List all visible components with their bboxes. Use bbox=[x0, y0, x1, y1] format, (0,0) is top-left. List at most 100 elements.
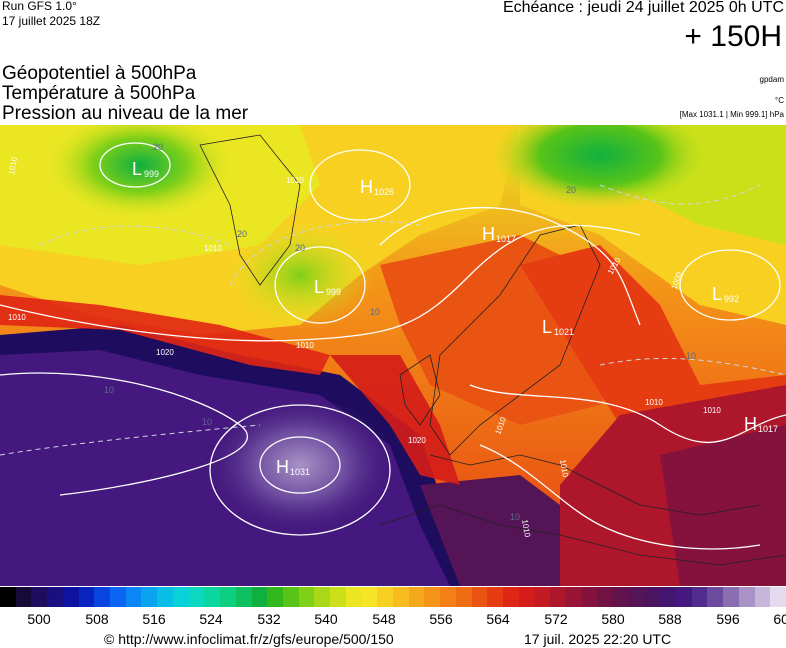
color-swatch bbox=[267, 587, 283, 607]
isotherm-label: 20 bbox=[153, 142, 163, 152]
pressure-center-letter: L bbox=[712, 284, 722, 304]
color-swatch bbox=[314, 587, 330, 607]
color-swatch bbox=[236, 587, 252, 607]
color-scale-tick: 540 bbox=[314, 611, 338, 627]
param-temperature: Température à 500hPa bbox=[2, 83, 196, 104]
generation-timestamp: 17 juil. 2025 22:20 UTC bbox=[524, 631, 672, 647]
color-scale-tick: 500 bbox=[27, 611, 51, 627]
color-swatch bbox=[47, 587, 63, 607]
color-swatch bbox=[707, 587, 723, 607]
color-swatch bbox=[755, 587, 770, 607]
pressure-center-value: 1017 bbox=[496, 234, 516, 244]
color-swatch bbox=[393, 587, 409, 607]
color-swatch bbox=[31, 587, 47, 607]
color-swatch bbox=[189, 587, 204, 607]
isobar-label: 1020 bbox=[156, 348, 174, 357]
color-swatch bbox=[377, 587, 393, 607]
color-swatch bbox=[63, 587, 79, 607]
color-scale-tick: 556 bbox=[429, 611, 453, 627]
color-scale-tick: 516 bbox=[142, 611, 166, 627]
param-pressure: Pression au niveau de la mer bbox=[2, 103, 249, 124]
pressure-center-letter: L bbox=[132, 159, 142, 179]
color-swatch bbox=[770, 587, 786, 607]
color-swatch bbox=[487, 587, 503, 607]
color-swatch bbox=[676, 587, 692, 607]
param-geopotential: Géopotentiel à 500hPa bbox=[2, 63, 197, 84]
color-swatch bbox=[173, 587, 189, 607]
pressure-center-value: 999 bbox=[144, 169, 159, 179]
color-swatch bbox=[692, 587, 707, 607]
pressure-center-value: 1031 bbox=[290, 467, 310, 477]
color-swatch bbox=[283, 587, 299, 607]
color-swatch bbox=[204, 587, 220, 607]
color-swatch bbox=[519, 587, 534, 607]
color-scale-tick: 572 bbox=[544, 611, 568, 627]
isobar-label: 1010 bbox=[204, 244, 222, 253]
pressure-center-letter: H bbox=[360, 177, 373, 197]
color-swatch bbox=[472, 587, 487, 607]
color-swatch bbox=[424, 587, 440, 607]
run-label: Run GFS 1.0° bbox=[2, 0, 77, 13]
color-scale-tick: 524 bbox=[199, 611, 223, 627]
pressure-center-value: 999 bbox=[326, 287, 341, 297]
lead-time: + 150H bbox=[684, 20, 782, 53]
color-scale bbox=[0, 587, 786, 607]
run-date: 17 juillet 2025 18Z bbox=[2, 14, 101, 28]
isotherm-label: 20 bbox=[237, 229, 247, 239]
color-scale-tick: 588 bbox=[658, 611, 682, 627]
color-swatch bbox=[503, 587, 519, 607]
isotherm-label: 10 bbox=[510, 512, 520, 522]
color-swatch bbox=[566, 587, 582, 607]
pressure-center-value: 992 bbox=[724, 294, 739, 304]
color-swatch bbox=[723, 587, 739, 607]
color-swatch bbox=[16, 587, 31, 607]
color-swatch bbox=[252, 587, 267, 607]
color-swatch bbox=[299, 587, 314, 607]
isotherm-label: 20 bbox=[566, 185, 576, 195]
color-swatch bbox=[660, 587, 676, 607]
color-swatch bbox=[0, 587, 16, 607]
color-swatch bbox=[582, 587, 597, 607]
color-swatch bbox=[330, 587, 346, 607]
color-swatch bbox=[362, 587, 377, 607]
isotherm-label: 10 bbox=[686, 351, 696, 361]
isobar-label: 1010 bbox=[8, 313, 26, 322]
color-swatch bbox=[79, 587, 94, 607]
color-scale-tick: 564 bbox=[486, 611, 510, 627]
color-swatch bbox=[126, 587, 141, 607]
color-swatch bbox=[613, 587, 629, 607]
color-scale-tick: 508 bbox=[85, 611, 109, 627]
pressure-center-letter: L bbox=[314, 277, 324, 297]
color-scale-tick: 596 bbox=[716, 611, 740, 627]
isotherm-label: 10 bbox=[104, 385, 114, 395]
color-scale-tick: 580 bbox=[601, 611, 625, 627]
isobar-label: 1010 bbox=[296, 341, 314, 350]
color-swatch bbox=[220, 587, 236, 607]
pressure-center-value: 1026 bbox=[374, 187, 394, 197]
isobar-label: 1010 bbox=[520, 519, 532, 539]
color-swatch bbox=[110, 587, 126, 607]
pressure-center-letter: H bbox=[744, 414, 757, 434]
isobar-label: 1010 bbox=[286, 176, 304, 185]
isobar-label: 1010 bbox=[703, 406, 721, 415]
color-scale-tick: 548 bbox=[372, 611, 396, 627]
isobar-label: 1010 bbox=[645, 398, 663, 407]
isobar-label: 1010 bbox=[558, 459, 570, 479]
pressure-center-letter: L bbox=[542, 317, 552, 337]
pressure-max-min: [Max 1031.1 | Min 999.1] hPa bbox=[679, 110, 784, 119]
color-swatch bbox=[157, 587, 173, 607]
isotherm-label: 10 bbox=[370, 307, 380, 317]
color-swatch bbox=[534, 587, 550, 607]
color-swatch bbox=[645, 587, 660, 607]
forecast-map: L 999 H 1026 H 1017 L 999 L 1021 L 992 H… bbox=[0, 125, 786, 586]
color-swatch bbox=[94, 587, 110, 607]
color-swatch bbox=[597, 587, 613, 607]
unit-temperature: °C bbox=[775, 96, 784, 105]
color-swatch bbox=[346, 587, 362, 607]
pressure-center-value: 1017 bbox=[758, 424, 778, 434]
unit-geopotential: gpdam bbox=[759, 75, 784, 84]
color-swatch bbox=[409, 587, 424, 607]
pressure-center-letter: H bbox=[482, 224, 495, 244]
color-swatch bbox=[456, 587, 472, 607]
color-swatch bbox=[550, 587, 566, 607]
